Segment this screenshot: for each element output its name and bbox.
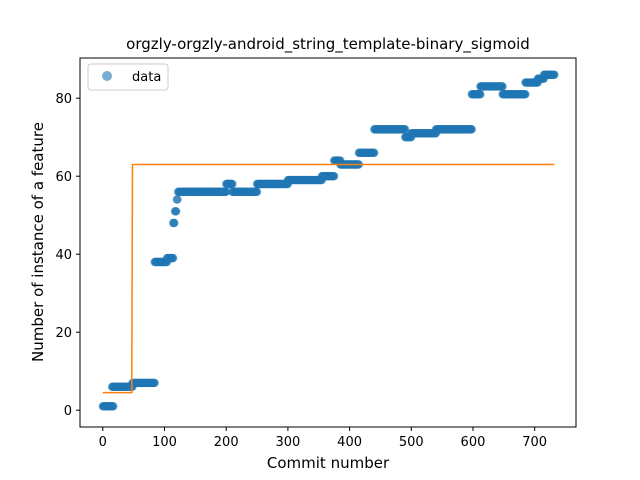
data-point <box>109 402 118 411</box>
y-tick-label: 40 <box>55 248 72 263</box>
y-tick-label: 0 <box>64 404 72 419</box>
plot-area <box>98 70 559 411</box>
data-point <box>400 125 410 134</box>
axis-ticks: 0 100 200 300 400 500 600 700 0 20 40 60 80 <box>55 92 547 450</box>
x-tick-label: 200 <box>214 435 239 450</box>
data-point <box>222 187 231 196</box>
data-point <box>150 378 159 388</box>
x-tick-label: 500 <box>399 435 424 450</box>
chart-title: orgzly-orgzly-android_string_template-bi… <box>126 35 530 54</box>
legend-label-data: data <box>132 70 161 85</box>
data-point <box>170 218 179 228</box>
y-tick-label: 60 <box>55 170 72 185</box>
data-point <box>476 90 485 99</box>
x-tick-label: 100 <box>152 435 177 450</box>
x-axis-label: Commit number <box>267 454 390 472</box>
data-point <box>172 207 181 216</box>
data-point <box>370 148 379 157</box>
data-point <box>228 179 237 189</box>
y-tick-label: 80 <box>55 92 72 107</box>
x-tick-label: 700 <box>522 435 547 450</box>
legend: data <box>87 63 169 91</box>
x-tick-label: 0 <box>99 435 107 450</box>
data-point <box>252 187 262 196</box>
legend-marker-data <box>102 71 112 81</box>
y-axis-label: Number of instance of a feature <box>29 122 47 362</box>
y-tick-label: 20 <box>55 326 72 341</box>
x-tick-label: 300 <box>275 435 300 450</box>
data-point <box>329 171 339 181</box>
data-point <box>168 253 178 263</box>
legend-box <box>87 63 169 91</box>
data-point <box>498 82 507 91</box>
data-point <box>173 195 182 204</box>
x-tick-label: 400 <box>337 435 362 450</box>
fit-line <box>102 163 555 394</box>
data-point <box>550 70 559 79</box>
data-point <box>521 90 530 99</box>
data-point <box>467 125 476 134</box>
x-tick-label: 600 <box>461 435 486 450</box>
axes-frame <box>79 57 577 428</box>
